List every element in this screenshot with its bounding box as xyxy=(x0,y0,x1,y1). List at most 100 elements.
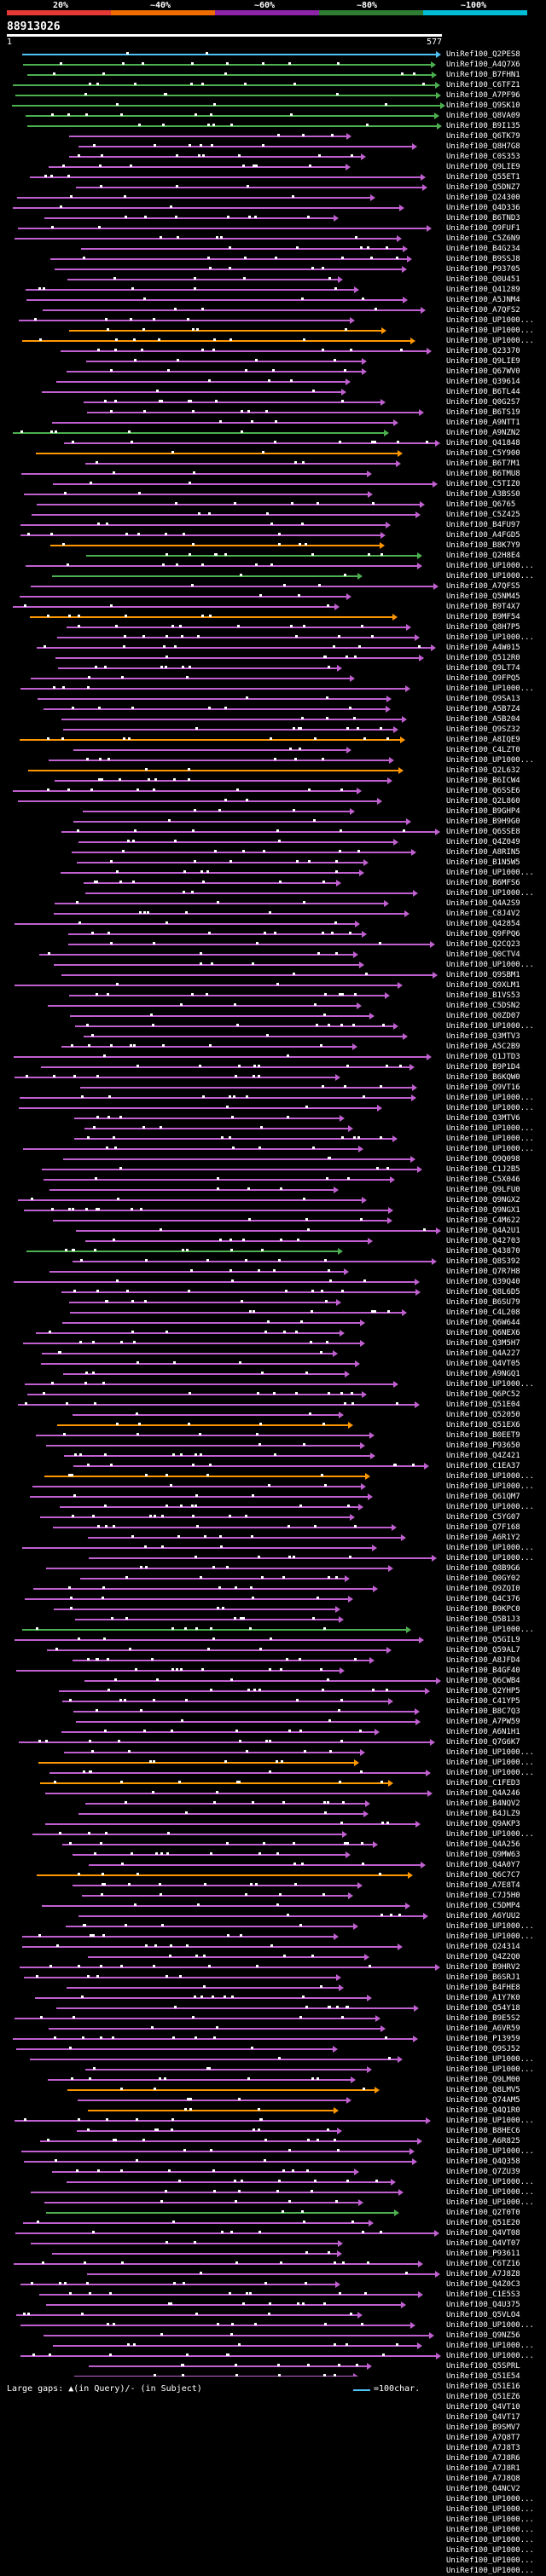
hit-link[interactable]: UniRef100_Q4Z2Q0 xyxy=(446,1953,520,1961)
hit-link[interactable]: UniRef100_UP1000... xyxy=(446,889,534,898)
hit-link[interactable]: UniRef100_Q61QM7 xyxy=(446,1493,520,1501)
hit-link[interactable]: UniRef100_Q6SSE8 xyxy=(446,828,520,836)
hit-link[interactable]: UniRef100_UP1000... xyxy=(446,2055,534,2064)
hit-link[interactable]: UniRef100_B8HEC6 xyxy=(446,2127,520,2135)
hit-link[interactable]: UniRef100_Q6C7C7 xyxy=(446,1871,520,1880)
hit-link[interactable]: UniRef100_B4NQV2 xyxy=(446,1799,520,1808)
hit-link[interactable]: UniRef100_UP1000... xyxy=(446,1380,534,1389)
hit-link[interactable]: UniRef100_A6R825 xyxy=(446,2137,520,2146)
hit-link[interactable]: UniRef100_Q0CTV4 xyxy=(446,950,520,959)
hit-link[interactable]: UniRef100_UP1000... xyxy=(446,1544,534,1552)
hit-link[interactable]: UniRef100_B6KQW0 xyxy=(446,1073,520,1082)
hit-link[interactable]: UniRef100_Q4Z421 xyxy=(446,1452,520,1460)
hit-link[interactable]: UniRef100_A6VR59 xyxy=(446,2024,520,2033)
hit-link[interactable]: UniRef100_B4FHE8 xyxy=(446,1984,520,1992)
hit-link[interactable]: UniRef100_UP1000... xyxy=(446,1482,534,1491)
hit-link[interactable]: UniRef100_UP1000... xyxy=(446,633,534,642)
hit-link[interactable]: UniRef100_A1Y7K0 xyxy=(446,1994,520,2002)
hit-link[interactable]: UniRef100_B4JLZ9 xyxy=(446,1810,520,1818)
hit-link[interactable]: UniRef100_Q2H8E4 xyxy=(446,552,520,560)
hit-link[interactable]: UniRef100_Q9FPQ6 xyxy=(446,930,520,939)
hit-link[interactable]: UniRef100_Q9Q098 xyxy=(446,1155,520,1164)
hit-link[interactable]: UniRef100_Q2T0T0 xyxy=(446,2209,520,2217)
hit-link[interactable]: UniRef100_Q4A227 xyxy=(446,1349,520,1358)
hit-link[interactable]: UniRef100_Q9SJ52 xyxy=(446,2045,520,2053)
hit-link[interactable]: UniRef100_Q54Y18 xyxy=(446,2004,520,2013)
hit-link[interactable]: UniRef100_A7PW59 xyxy=(446,1718,520,1726)
hit-link[interactable]: UniRef100_UP1000... xyxy=(446,2505,534,2514)
hit-link[interactable]: UniRef100_B9T4X7 xyxy=(446,603,520,611)
hit-link[interactable]: UniRef100_UP1000... xyxy=(446,337,534,345)
hit-link[interactable]: UniRef100_A7J8Z8 xyxy=(446,2270,520,2279)
hit-link[interactable]: UniRef100_UP1000... xyxy=(446,316,534,325)
hit-link[interactable]: UniRef100_UP1000... xyxy=(446,572,534,580)
hit-link[interactable]: UniRef100_Q4C376 xyxy=(446,1595,520,1603)
hit-link[interactable]: UniRef100_Q4Z0C3 xyxy=(446,2280,520,2289)
hit-link[interactable]: UniRef100_A7J8T3 xyxy=(446,2444,520,2452)
hit-link[interactable]: UniRef100_Q23370 xyxy=(446,347,520,355)
hit-link[interactable]: UniRef100_UP1000... xyxy=(446,1022,534,1031)
hit-link[interactable]: UniRef100_A5JNM4 xyxy=(446,296,520,304)
hit-link[interactable]: UniRef100_Q8VA09 xyxy=(446,112,520,120)
hit-link[interactable]: UniRef100_B9KPC0 xyxy=(446,1605,520,1614)
hit-link[interactable]: UniRef100_A4FGD5 xyxy=(446,531,520,540)
hit-link[interactable]: UniRef100_Q9NGX2 xyxy=(446,1196,520,1204)
hit-link[interactable]: UniRef100_UP1000... xyxy=(446,2198,534,2207)
hit-link[interactable]: UniRef100_UP1000... xyxy=(446,1830,534,1839)
hit-link[interactable]: UniRef100_Q39614 xyxy=(446,378,520,386)
hit-link[interactable]: UniRef100_Q51E04 xyxy=(446,1401,520,1409)
hit-link[interactable]: UniRef100_Q9LT74 xyxy=(446,664,520,673)
hit-link[interactable]: UniRef100_C4L208 xyxy=(446,1308,520,1317)
hit-link[interactable]: UniRef100_Q3MTV6 xyxy=(446,1114,520,1123)
hit-link[interactable]: UniRef100_Q0GY02 xyxy=(446,1574,520,1583)
hit-link[interactable]: UniRef100_Q5GIL9 xyxy=(446,1636,520,1644)
hit-link[interactable]: UniRef100_B9E5S2 xyxy=(446,2014,520,2023)
hit-link[interactable]: UniRef100_B9SMV7 xyxy=(446,2423,520,2432)
hit-link[interactable]: UniRef100_UP1000... xyxy=(446,2495,534,2504)
hit-link[interactable]: UniRef100_Q24314 xyxy=(446,1943,520,1951)
hit-link[interactable]: UniRef100_UP1000... xyxy=(446,2178,534,2186)
hit-link[interactable]: UniRef100_Q9ZQI0 xyxy=(446,1585,520,1593)
hit-link[interactable]: UniRef100_Q4Z049 xyxy=(446,838,520,846)
hit-link[interactable]: UniRef100_Q8H7P5 xyxy=(446,623,520,632)
hit-link[interactable]: UniRef100_B8K7Y9 xyxy=(446,541,520,550)
hit-link[interactable]: UniRef100_Q2YHP5 xyxy=(446,1687,520,1695)
hit-link[interactable]: UniRef100_UP1000... xyxy=(446,1145,534,1153)
hit-link[interactable]: UniRef100_Q3M5H7 xyxy=(446,1339,520,1348)
hit-link[interactable]: UniRef100_Q5DNZ7 xyxy=(446,183,520,192)
hit-link[interactable]: UniRef100_B9H9G0 xyxy=(446,817,520,826)
hit-link[interactable]: UniRef100_Q9FPQ5 xyxy=(446,674,520,683)
hit-link[interactable]: UniRef100_A6R1Y2 xyxy=(446,1533,520,1542)
hit-link[interactable]: UniRef100_A7Q8T7 xyxy=(446,2434,520,2442)
hit-link[interactable]: UniRef100_A3BSS0 xyxy=(446,490,520,499)
hit-link[interactable]: UniRef100_B9P1D4 xyxy=(446,1063,520,1071)
hit-link[interactable]: UniRef100_Q8LMV5 xyxy=(446,2086,520,2094)
hit-link[interactable]: UniRef100_B6SRJ1 xyxy=(446,1973,520,1982)
hit-link[interactable]: UniRef100_B6T7M1 xyxy=(446,459,520,468)
hit-link[interactable]: UniRef100_A7J8Q8 xyxy=(446,2475,520,2483)
hit-link[interactable]: UniRef100_Q9SK10 xyxy=(446,101,520,110)
hit-link[interactable]: UniRef100_Q4A246 xyxy=(446,1789,520,1798)
hit-link[interactable]: UniRef100_C0S353 xyxy=(446,153,520,161)
hit-link[interactable]: UniRef100_UP1000... xyxy=(446,326,534,335)
hit-link[interactable]: UniRef100_Q42703 xyxy=(446,1237,520,1245)
hit-link[interactable]: UniRef100_Q4NCV2 xyxy=(446,2485,520,2493)
hit-link[interactable]: UniRef100_Q4A0Y7 xyxy=(446,1861,520,1869)
hit-link[interactable]: UniRef100_Q9FUF1 xyxy=(446,224,520,233)
hit-link[interactable]: UniRef100_A5B7Z4 xyxy=(446,705,520,713)
hit-link[interactable]: UniRef100_Q9SBM1 xyxy=(446,971,520,979)
hit-link[interactable]: UniRef100_UP1000... xyxy=(446,1932,534,1941)
hit-link[interactable]: UniRef100_Q9VT16 xyxy=(446,1083,520,1092)
hit-link[interactable]: UniRef100_Q4VT05 xyxy=(446,1360,520,1368)
hit-link[interactable]: UniRef100_UP1000... xyxy=(446,2147,534,2156)
hit-link[interactable]: UniRef100_UP1000... xyxy=(446,2352,534,2360)
hit-link[interactable]: UniRef100_Q3MTV3 xyxy=(446,1032,520,1041)
hit-link[interactable]: UniRef100_UP1000... xyxy=(446,1094,534,1102)
hit-link[interactable]: UniRef100_Q52050 xyxy=(446,1411,520,1419)
hit-link[interactable]: UniRef100_Q6TK79 xyxy=(446,132,520,141)
hit-link[interactable]: UniRef100_C1EA37 xyxy=(446,1462,520,1470)
hit-link[interactable]: UniRef100_Q42854 xyxy=(446,920,520,928)
hit-link[interactable]: UniRef100_A8JFD4 xyxy=(446,1656,520,1665)
hit-link[interactable]: UniRef100_A6N1H1 xyxy=(446,1728,520,1736)
hit-link[interactable]: UniRef100_Q4VT07 xyxy=(446,2239,520,2248)
